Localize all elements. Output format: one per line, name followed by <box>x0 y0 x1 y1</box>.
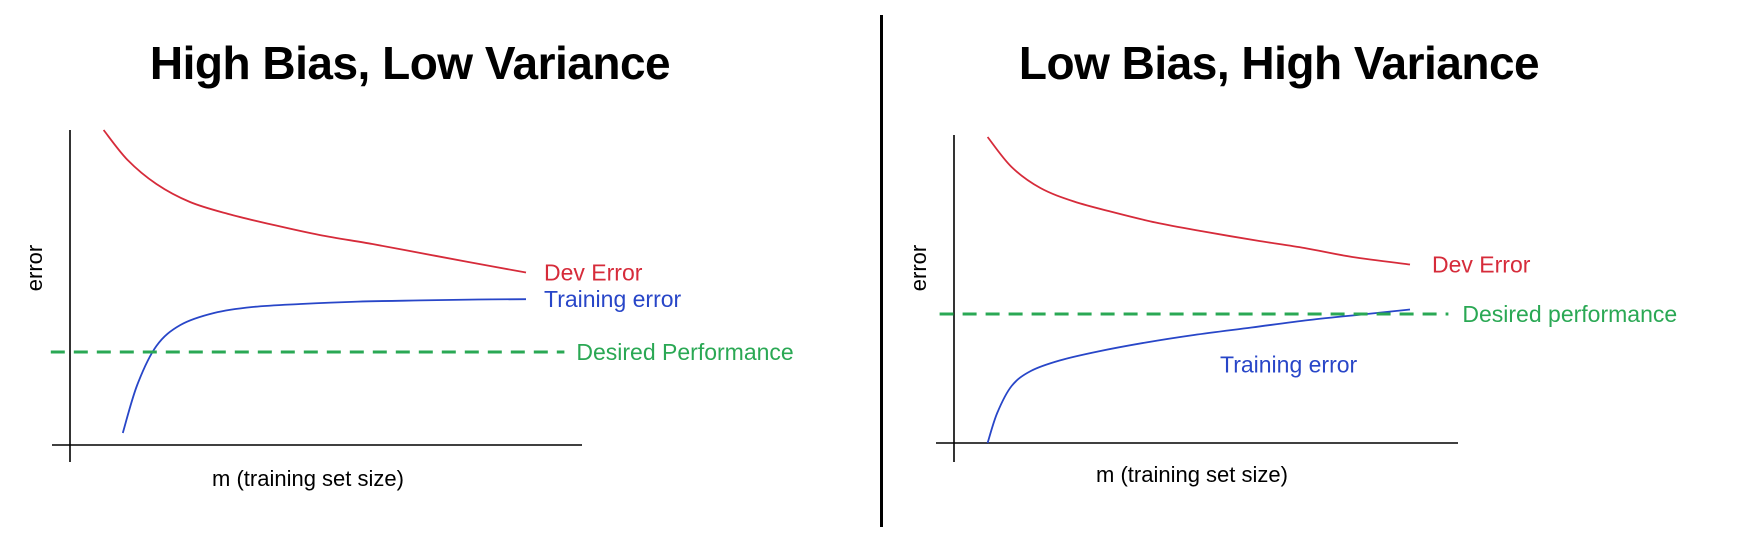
training-error-line <box>121 298 527 434</box>
dev-error-line <box>102 129 527 274</box>
desired-performance-label: Desired performance <box>1462 301 1677 327</box>
chart-panel-high-bias: High Bias, Low Variance m (training set … <box>22 37 794 491</box>
chart-title: High Bias, Low Variance <box>149 37 671 89</box>
training-error-label: Training error <box>544 286 682 312</box>
panel-divider <box>880 15 883 527</box>
y-axis-label: error <box>906 245 931 291</box>
plot-area: m (training set size) error Dev Error Train… <box>906 135 1677 487</box>
desired-performance-label: Desired Performance <box>576 339 793 365</box>
x-axis-label: m (training set size) <box>1096 462 1288 487</box>
x-axis-label: m (training set size) <box>212 466 404 491</box>
training-error-line <box>986 308 1411 444</box>
dev-error-label: Dev Error <box>1432 252 1531 278</box>
training-error-label: Training error <box>1220 352 1358 378</box>
dev-error-line <box>986 136 1411 266</box>
dev-error-label: Dev Error <box>544 260 643 286</box>
plot-area: m (training set size) error Dev ErrorTrain… <box>22 129 794 491</box>
chart-title: Low Bias, High Variance <box>1018 37 1540 89</box>
chart-panel-low-bias: Low Bias, High Variance m (training set … <box>884 0 1754 538</box>
y-axis-label: error <box>22 245 47 291</box>
